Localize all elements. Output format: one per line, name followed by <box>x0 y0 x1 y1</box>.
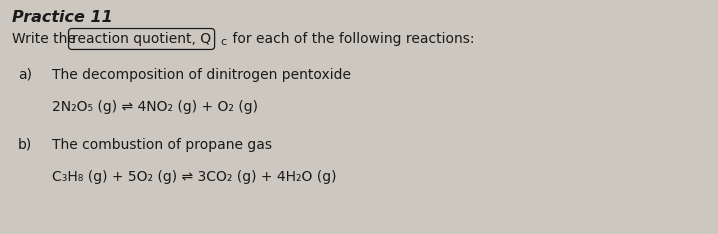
Text: for each of the following reactions:: for each of the following reactions: <box>228 32 475 46</box>
Text: a): a) <box>18 68 32 82</box>
Text: Write the: Write the <box>12 32 80 46</box>
Text: b): b) <box>18 138 32 152</box>
Text: C₃H₈ (g) + 5O₂ (g) ⇌ 3CO₂ (g) + 4H₂O (g): C₃H₈ (g) + 5O₂ (g) ⇌ 3CO₂ (g) + 4H₂O (g) <box>52 170 337 184</box>
Text: reaction quotient, Q: reaction quotient, Q <box>72 32 211 46</box>
Text: The combustion of propane gas: The combustion of propane gas <box>52 138 272 152</box>
Text: 2N₂O₅ (g) ⇌ 4NO₂ (g) + O₂ (g): 2N₂O₅ (g) ⇌ 4NO₂ (g) + O₂ (g) <box>52 100 258 114</box>
Text: c: c <box>220 37 226 47</box>
Text: The decomposition of dinitrogen pentoxide: The decomposition of dinitrogen pentoxid… <box>52 68 351 82</box>
Text: Practice 11: Practice 11 <box>12 10 113 25</box>
